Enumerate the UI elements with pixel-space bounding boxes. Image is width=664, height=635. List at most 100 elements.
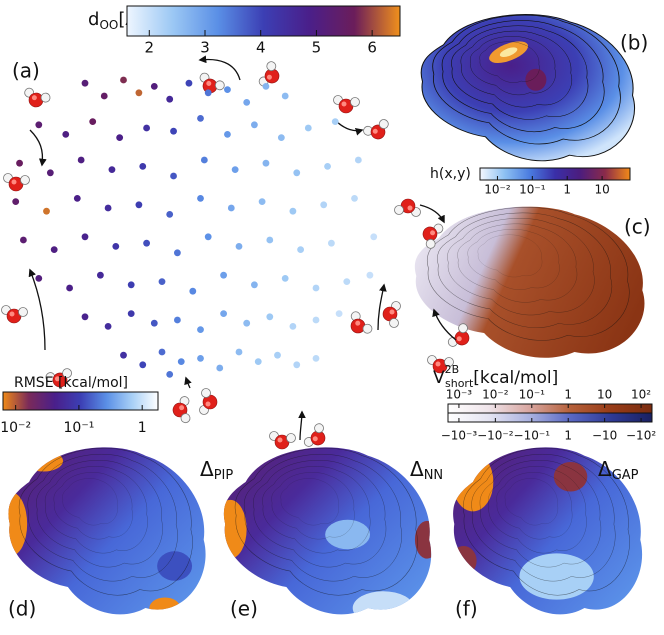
panel-label: (a) bbox=[12, 59, 40, 83]
scatter-point bbox=[116, 134, 124, 142]
scatter-point bbox=[81, 233, 89, 241]
scatter-point bbox=[73, 195, 81, 202]
scatter-point bbox=[331, 118, 339, 125]
panel-label: (c) bbox=[624, 215, 651, 239]
scatter-point bbox=[220, 271, 228, 279]
scatter-point bbox=[251, 121, 258, 129]
scatter-point bbox=[366, 271, 374, 279]
label-main: Δ bbox=[200, 457, 214, 481]
scatter-point bbox=[235, 243, 243, 250]
scatter-point bbox=[266, 236, 274, 244]
panel-label: (f) bbox=[455, 597, 478, 621]
scatter-point bbox=[120, 351, 127, 359]
scatter-point bbox=[197, 115, 204, 122]
scatter-point bbox=[62, 131, 70, 138]
colorbar-label: V2B short[kcal/mol] bbox=[433, 363, 558, 390]
scatter-point bbox=[189, 287, 197, 295]
label-main: Δ bbox=[410, 457, 424, 481]
scatter-point bbox=[108, 166, 116, 174]
scatter-point bbox=[281, 92, 289, 100]
tick-label: −10 bbox=[592, 429, 617, 443]
scatter-point bbox=[150, 319, 158, 327]
scatter-point bbox=[312, 284, 320, 292]
scatter-point bbox=[185, 79, 193, 87]
scatter-point bbox=[293, 169, 301, 177]
scatter-point bbox=[328, 239, 335, 247]
method-label: ΔNN bbox=[410, 457, 443, 483]
label-sub: PIP bbox=[214, 468, 234, 483]
colorbar bbox=[126, 5, 401, 37]
scatter-point bbox=[281, 275, 289, 282]
scatter-point bbox=[220, 310, 228, 317]
scatter-point bbox=[266, 313, 274, 321]
scatter-point bbox=[166, 95, 174, 103]
scatter-point bbox=[20, 236, 27, 244]
scatter-point bbox=[66, 284, 73, 292]
panel-label: (e) bbox=[230, 597, 258, 621]
colorbar bbox=[447, 412, 653, 423]
tick-label: −10⁻³ bbox=[441, 429, 478, 443]
colorbar bbox=[2, 391, 159, 411]
scatter-point bbox=[254, 358, 262, 365]
error-map bbox=[223, 447, 432, 615]
scatter-point bbox=[170, 127, 177, 135]
label-main: V bbox=[433, 368, 445, 388]
scatter-point bbox=[12, 198, 20, 206]
error-map bbox=[8, 447, 206, 615]
label-main: d bbox=[88, 9, 99, 30]
colorbar-label: RMSE [kcal/mol] bbox=[14, 375, 128, 391]
method-label: ΔPIP bbox=[200, 457, 233, 483]
scatter-point bbox=[35, 275, 43, 282]
scatter-point bbox=[197, 195, 204, 202]
scatter-point bbox=[81, 79, 89, 87]
tick-label: 1 bbox=[563, 183, 571, 197]
scatter-point bbox=[304, 124, 312, 132]
tick-label: 10 bbox=[594, 183, 609, 197]
scatter-point bbox=[289, 207, 297, 215]
scatter-point bbox=[127, 281, 135, 289]
label-sub: GAP bbox=[612, 468, 639, 483]
scatter-point bbox=[324, 163, 331, 170]
colorbar bbox=[447, 403, 653, 414]
scatter-point bbox=[120, 76, 127, 84]
scatter-point bbox=[312, 355, 320, 362]
tick-label: −10² bbox=[626, 429, 656, 443]
tick-label: 1 bbox=[564, 388, 572, 402]
scatter-point bbox=[81, 313, 89, 321]
tick-label: 10⁻² bbox=[484, 183, 511, 197]
tick-label: 10 bbox=[597, 388, 612, 402]
scatter-point bbox=[143, 239, 151, 247]
tick-label: 1 bbox=[564, 429, 572, 443]
scatter-point bbox=[243, 319, 251, 327]
tick-label: −10⁻² bbox=[477, 429, 514, 443]
scatter-point bbox=[231, 166, 239, 174]
scatter-point bbox=[174, 249, 181, 257]
scatter-point bbox=[262, 83, 270, 90]
panel-label: (d) bbox=[8, 597, 36, 621]
scatter-point bbox=[354, 156, 362, 164]
scatter-point bbox=[197, 326, 204, 333]
tick-label: 4 bbox=[256, 39, 266, 57]
tick-label: 6 bbox=[367, 39, 377, 57]
scatter-point bbox=[370, 233, 378, 241]
scatter-point bbox=[127, 310, 135, 317]
scatter-point bbox=[100, 92, 108, 100]
label-sub: NN bbox=[424, 468, 443, 483]
tick-label: 5 bbox=[312, 39, 322, 57]
scatter-point bbox=[46, 169, 54, 177]
scatter-point bbox=[104, 204, 112, 212]
scatter-point bbox=[289, 323, 297, 330]
tick-label: 10⁻¹ bbox=[519, 183, 546, 197]
label-main: Δ bbox=[598, 457, 612, 481]
scatter-point bbox=[251, 281, 258, 289]
scatter-point bbox=[143, 124, 151, 132]
scatter-point bbox=[174, 316, 181, 324]
scatter-point bbox=[335, 310, 343, 317]
scatter-point bbox=[343, 278, 351, 285]
scatter-point bbox=[97, 271, 104, 279]
method-label: ΔGAP bbox=[598, 457, 639, 483]
scatter-point bbox=[139, 163, 147, 170]
scatter-point bbox=[35, 121, 43, 129]
scatter-point bbox=[197, 355, 204, 362]
